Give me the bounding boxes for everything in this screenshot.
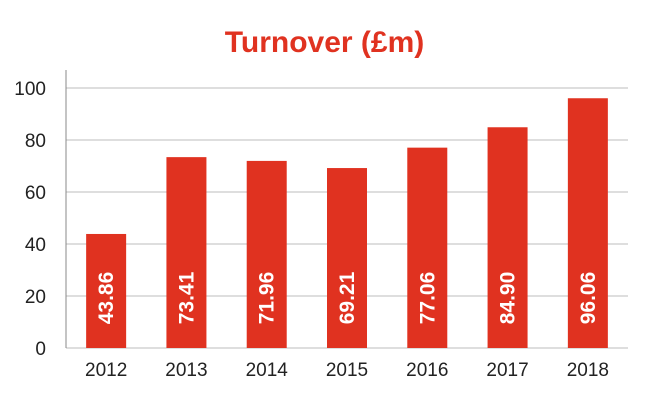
bar-value-label: 77.06: [416, 272, 439, 325]
bar: [246, 160, 287, 348]
bar: [86, 233, 127, 348]
bar: [487, 127, 528, 348]
bar: [166, 157, 207, 348]
x-axis-ticks: 2012 2013 2014 2015 2016 2017 2018: [85, 360, 609, 381]
bar: [327, 168, 367, 348]
x-tick-label: 2017: [486, 360, 528, 381]
bar-value-label: 84.90: [497, 272, 520, 325]
y-axis-ticks: 0 20 40 60 80 100: [14, 79, 46, 360]
x-tick-label: 2013: [165, 360, 207, 381]
bar-value-label: 96.06: [577, 272, 600, 325]
bar-value-label: 43.86: [95, 272, 118, 325]
bar-value-label: 73.41: [175, 271, 198, 324]
bar-value-label: 71.96: [256, 272, 279, 325]
x-tick-label: 2014: [246, 360, 289, 381]
y-tick-label: 0: [35, 339, 46, 360]
bar-value-label: 69.21: [336, 271, 359, 324]
y-tick-label: 40: [25, 235, 46, 256]
x-tick-label: 2018: [567, 360, 609, 381]
y-tick-label: 100: [14, 79, 46, 100]
bars: 43.86 73.41 71.96 69.21 77.06 84.90 96.06: [86, 98, 608, 348]
y-tick-label: 60: [25, 183, 46, 204]
x-tick-label: 2015: [326, 360, 368, 381]
y-tick-label: 80: [25, 131, 46, 152]
x-tick-label: 2012: [85, 360, 127, 381]
bar: [567, 98, 608, 348]
y-tick-label: 20: [25, 287, 46, 308]
x-tick-label: 2016: [406, 360, 448, 381]
bar: [407, 147, 448, 348]
chart-title: Turnover (£m): [225, 26, 424, 59]
